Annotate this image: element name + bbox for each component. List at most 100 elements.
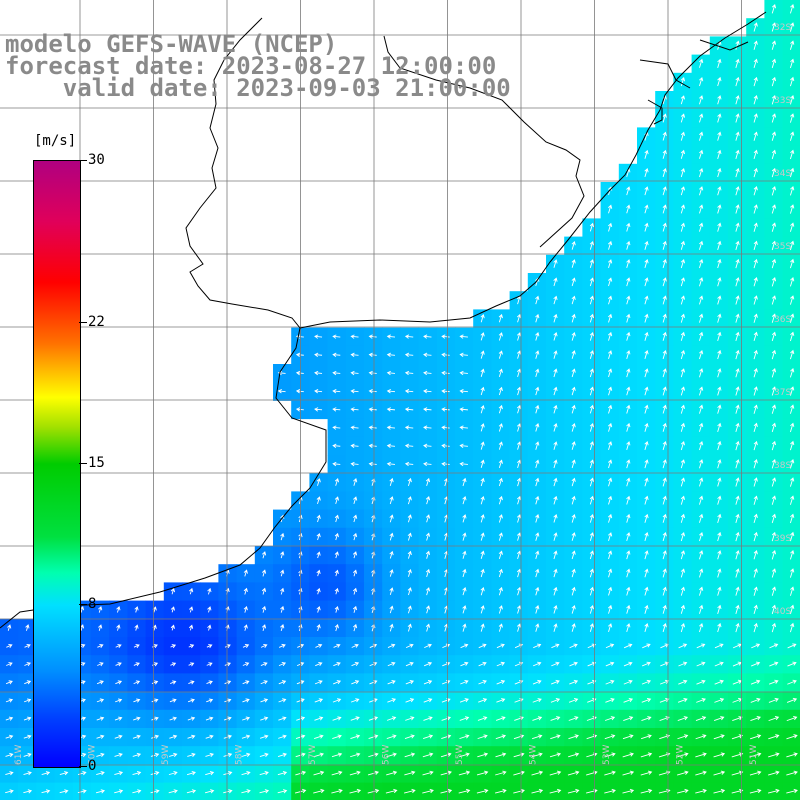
wind-vector-arrow xyxy=(753,22,758,32)
wind-vector-arrow xyxy=(423,370,432,376)
wind-vector-arrow xyxy=(280,551,285,559)
wind-vector-arrow xyxy=(626,459,631,469)
wind-vector-arrow xyxy=(205,752,214,758)
wind-vector-arrow xyxy=(496,661,506,667)
wind-vector-arrow xyxy=(713,770,726,776)
wind-vector-arrow xyxy=(462,532,467,541)
wind-vector-arrow xyxy=(604,716,616,721)
wind-vector-arrow xyxy=(750,716,761,722)
wind-vector-arrow xyxy=(334,587,339,595)
wind-vector-arrow xyxy=(459,407,468,412)
wind-vector-arrow xyxy=(96,680,104,685)
wind-vector-arrow xyxy=(531,770,544,776)
wind-vector-arrow xyxy=(567,770,580,776)
wind-vector-arrow xyxy=(589,604,594,614)
wind-vector-arrow xyxy=(771,277,777,287)
wind-vector-arrow xyxy=(696,679,706,685)
wind-vector-arrow xyxy=(644,277,649,287)
wind-vector-arrow xyxy=(25,624,30,631)
wind-vector-arrow xyxy=(389,569,394,577)
wind-vector-arrow xyxy=(441,334,450,339)
wind-vector-arrow xyxy=(735,40,740,50)
wind-vector-arrow xyxy=(680,459,686,469)
wind-vector-arrow xyxy=(659,716,670,721)
wind-vector-arrow xyxy=(680,313,686,323)
wind-vector-arrow xyxy=(425,496,431,505)
wind-vector-arrow xyxy=(114,752,123,758)
wind-vector-arrow xyxy=(480,350,485,359)
wind-vector-arrow xyxy=(767,788,780,794)
wind-vector-arrow xyxy=(278,716,287,721)
latitude-label: 39S xyxy=(774,534,791,544)
wind-vector-arrow xyxy=(735,131,740,141)
wind-vector-arrow xyxy=(353,514,358,523)
wind-vector-arrow xyxy=(441,716,452,721)
wind-vector-arrow xyxy=(604,752,616,758)
wind-vector-arrow xyxy=(498,514,503,523)
wind-vector-arrow xyxy=(498,386,503,396)
wind-vector-arrow xyxy=(731,752,744,758)
wind-vector-arrow xyxy=(789,622,795,633)
wind-vector-arrow xyxy=(623,698,634,703)
wind-vector-arrow xyxy=(223,734,232,739)
wind-vector-arrow xyxy=(532,716,543,721)
wind-vector-arrow xyxy=(424,643,432,649)
wind-vector-arrow xyxy=(423,425,432,430)
wind-vector-arrow xyxy=(516,386,522,396)
wind-vector-arrow xyxy=(571,495,576,505)
wind-vector-arrow xyxy=(644,186,649,196)
wind-vector-arrow xyxy=(662,532,667,542)
longitude-label: 58W xyxy=(235,745,245,765)
wind-vector-arrow xyxy=(662,623,667,633)
wind-vector-arrow xyxy=(350,716,360,721)
wind-vector-arrow xyxy=(114,789,124,794)
wind-vector-arrow xyxy=(459,389,468,394)
wind-vector-arrow xyxy=(261,624,267,631)
wind-vector-arrow xyxy=(96,716,105,721)
wind-vector-arrow xyxy=(626,586,631,596)
wind-vector-arrow xyxy=(407,496,412,505)
wind-vector-arrow xyxy=(495,716,506,721)
wind-vector-arrow xyxy=(571,277,576,287)
wind-vector-arrow xyxy=(699,531,704,542)
wind-vector-arrow xyxy=(132,734,141,739)
wind-vector-arrow xyxy=(789,258,795,269)
wind-vector-arrow xyxy=(717,495,722,505)
wind-vector-arrow xyxy=(623,679,633,685)
wind-vector-arrow xyxy=(626,350,631,360)
wind-vector-arrow xyxy=(678,679,688,685)
wind-vector-arrow xyxy=(516,313,522,323)
wind-vector-arrow xyxy=(589,350,594,359)
wind-vector-arrow xyxy=(786,770,798,776)
wind-vector-arrow xyxy=(680,204,686,214)
wind-vector-arrow xyxy=(532,661,542,667)
wind-vector-arrow xyxy=(151,734,160,739)
wind-vector-arrow xyxy=(551,643,560,649)
wind-vector-arrow xyxy=(553,623,558,632)
wind-vector-arrow xyxy=(425,477,431,487)
wind-vector-arrow xyxy=(607,331,613,341)
wind-vector-arrow xyxy=(553,568,558,578)
wind-vector-arrow xyxy=(169,716,177,721)
wind-vector-arrow xyxy=(535,423,540,432)
wind-vector-arrow xyxy=(713,734,725,740)
wind-vector-arrow xyxy=(549,752,562,758)
wind-vector-arrow xyxy=(786,697,798,703)
wind-vector-arrow xyxy=(589,386,594,396)
wind-vector-arrow xyxy=(717,622,722,633)
wind-vector-arrow xyxy=(316,587,321,595)
wind-vector-arrow xyxy=(96,698,105,703)
longitude-label: 51W xyxy=(749,745,759,765)
wind-vector-arrow xyxy=(789,40,795,50)
wind-vector-arrow xyxy=(553,368,558,378)
wind-vector-arrow xyxy=(260,662,268,667)
wind-vector-arrow xyxy=(480,568,485,578)
wind-vector-arrow xyxy=(425,623,431,632)
wind-vector-arrow xyxy=(753,550,758,560)
wind-vector-arrow xyxy=(425,587,431,596)
wind-vector-arrow xyxy=(771,386,777,396)
wind-vector-arrow xyxy=(717,513,722,523)
wind-vector-arrow xyxy=(735,550,740,560)
wind-vector-arrow xyxy=(535,386,540,396)
